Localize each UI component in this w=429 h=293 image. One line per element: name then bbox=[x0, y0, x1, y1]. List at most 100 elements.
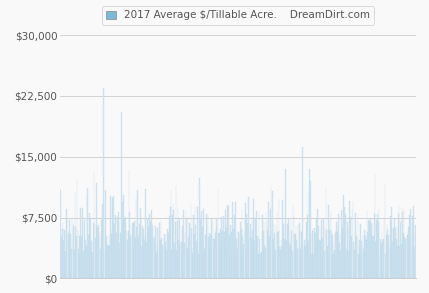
Bar bbox=[150, 221, 151, 278]
Bar bbox=[265, 248, 266, 278]
Bar bbox=[297, 248, 298, 278]
Bar bbox=[304, 240, 305, 278]
Bar bbox=[75, 192, 76, 278]
Bar bbox=[368, 220, 369, 278]
Bar bbox=[353, 242, 354, 278]
Bar bbox=[172, 215, 173, 278]
Bar bbox=[272, 191, 273, 278]
Bar bbox=[122, 202, 123, 278]
Bar bbox=[116, 233, 117, 278]
Bar bbox=[113, 196, 114, 278]
Bar bbox=[190, 204, 191, 278]
Bar bbox=[377, 236, 378, 278]
Bar bbox=[358, 254, 359, 278]
Bar bbox=[140, 208, 141, 278]
Bar bbox=[142, 226, 143, 278]
Bar bbox=[378, 222, 379, 278]
Bar bbox=[194, 234, 195, 278]
Bar bbox=[397, 246, 398, 278]
Bar bbox=[328, 205, 329, 278]
Bar bbox=[341, 210, 342, 278]
Bar bbox=[288, 217, 289, 278]
Bar bbox=[306, 222, 307, 278]
Bar bbox=[99, 232, 100, 278]
Bar bbox=[291, 231, 292, 278]
Bar bbox=[293, 214, 294, 278]
Bar bbox=[91, 241, 92, 278]
Bar bbox=[277, 232, 278, 278]
Bar bbox=[395, 228, 396, 278]
Bar bbox=[260, 254, 261, 278]
Bar bbox=[153, 239, 154, 278]
Bar bbox=[273, 239, 274, 278]
Bar bbox=[216, 219, 217, 278]
Bar bbox=[372, 236, 373, 278]
Bar bbox=[363, 249, 364, 278]
Bar bbox=[179, 219, 180, 278]
Bar bbox=[162, 246, 163, 278]
Bar bbox=[370, 219, 371, 278]
Bar bbox=[338, 214, 339, 278]
Bar bbox=[414, 247, 415, 278]
Bar bbox=[262, 215, 263, 278]
Bar bbox=[89, 213, 90, 278]
Bar bbox=[364, 230, 365, 278]
Bar bbox=[298, 224, 299, 278]
Bar bbox=[360, 224, 361, 278]
Bar bbox=[136, 227, 137, 278]
Bar bbox=[94, 225, 95, 278]
Bar bbox=[256, 211, 257, 278]
Bar bbox=[356, 236, 357, 278]
Bar bbox=[310, 181, 311, 278]
Bar bbox=[213, 239, 214, 278]
Bar bbox=[68, 233, 69, 278]
Bar bbox=[236, 239, 237, 278]
Bar bbox=[253, 199, 254, 278]
Bar bbox=[244, 230, 245, 278]
Bar bbox=[330, 211, 331, 278]
Bar bbox=[292, 251, 293, 278]
Bar bbox=[84, 220, 85, 278]
Bar bbox=[201, 211, 202, 278]
Bar bbox=[209, 233, 210, 278]
Bar bbox=[159, 223, 160, 278]
Bar bbox=[124, 219, 125, 278]
Bar bbox=[178, 240, 179, 278]
Bar bbox=[350, 217, 351, 278]
Bar bbox=[321, 220, 322, 278]
Bar bbox=[97, 228, 98, 278]
Bar bbox=[120, 233, 121, 278]
Bar bbox=[171, 250, 172, 278]
Bar bbox=[70, 234, 71, 278]
Bar bbox=[406, 239, 407, 278]
Bar bbox=[289, 243, 290, 278]
Bar bbox=[361, 241, 362, 278]
Bar bbox=[229, 235, 230, 278]
Bar bbox=[345, 214, 346, 278]
Bar bbox=[181, 242, 182, 278]
Bar bbox=[107, 246, 108, 278]
Bar bbox=[402, 212, 403, 278]
Bar bbox=[149, 214, 150, 278]
Bar bbox=[376, 220, 377, 278]
Bar bbox=[408, 227, 409, 278]
Bar bbox=[375, 242, 376, 278]
Bar bbox=[215, 233, 216, 278]
Bar bbox=[323, 219, 324, 278]
Bar bbox=[154, 238, 155, 278]
Bar bbox=[264, 245, 265, 278]
Bar bbox=[143, 229, 144, 278]
Bar bbox=[354, 250, 355, 278]
Bar bbox=[362, 246, 363, 278]
Bar bbox=[218, 233, 219, 278]
Bar bbox=[245, 203, 246, 278]
Bar bbox=[207, 224, 208, 278]
Bar bbox=[233, 229, 234, 278]
Bar bbox=[62, 229, 63, 278]
Bar bbox=[90, 219, 91, 278]
Bar bbox=[318, 226, 319, 278]
Bar bbox=[382, 241, 383, 278]
Bar bbox=[114, 233, 115, 278]
Bar bbox=[138, 237, 139, 278]
Bar bbox=[60, 190, 61, 278]
